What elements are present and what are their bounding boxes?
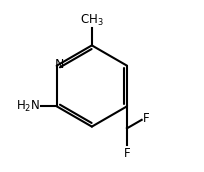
Text: CH$_3$: CH$_3$ [80, 13, 104, 28]
Text: F: F [143, 112, 149, 126]
Text: F: F [124, 147, 130, 160]
Text: N: N [54, 58, 64, 71]
Text: H$_2$N: H$_2$N [17, 99, 41, 114]
